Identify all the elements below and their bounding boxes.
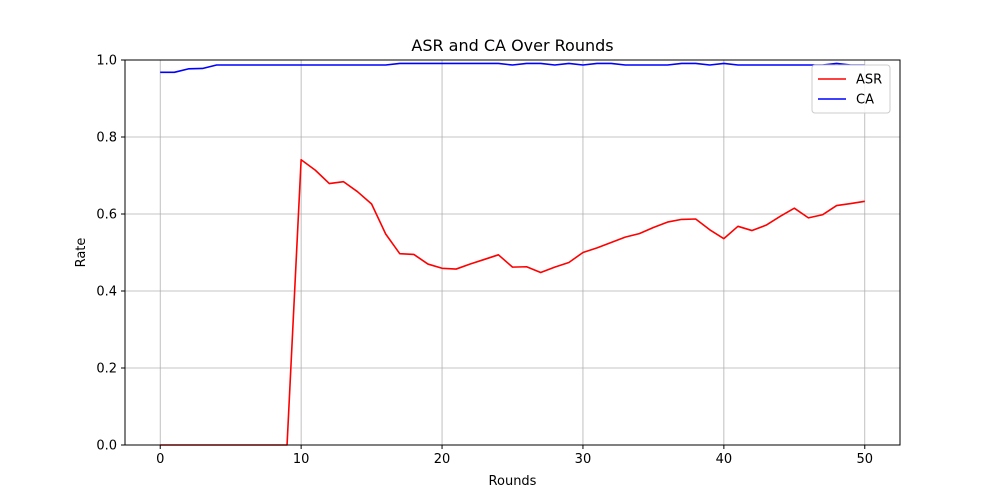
x-axis-title: Rounds xyxy=(489,474,537,489)
legend-label-asr: ASR xyxy=(856,73,882,88)
x-tick-label: 20 xyxy=(434,452,451,467)
legend: ASR CA xyxy=(811,64,891,114)
y-tick-label: 0.0 xyxy=(96,439,117,454)
x-tick-label: 10 xyxy=(293,452,310,467)
x-tick-label: 30 xyxy=(575,452,592,467)
series-line-ca xyxy=(160,62,865,74)
chart-title: ASR and CA Over Rounds xyxy=(411,36,613,55)
legend-box xyxy=(811,64,891,114)
y-tick-label: 0.2 xyxy=(96,362,117,377)
y-tick-label: 0.8 xyxy=(96,131,117,146)
y-axis-title: Rate xyxy=(74,238,89,268)
plot-frame xyxy=(124,59,901,446)
y-tick-label: 1.0 xyxy=(96,54,117,69)
legend-label-ca: CA xyxy=(856,93,874,108)
y-tick-label: 0.4 xyxy=(96,285,117,300)
x-tick-label: 40 xyxy=(716,452,733,467)
axis-ticks: 0 10 20 30 40 50 0.0 0.2 0.4 0.6 0.8 1.0 xyxy=(96,54,873,468)
x-tick-label: 50 xyxy=(856,452,873,467)
y-tick-label: 0.6 xyxy=(96,208,117,223)
x-tick-label: 0 xyxy=(156,452,164,467)
